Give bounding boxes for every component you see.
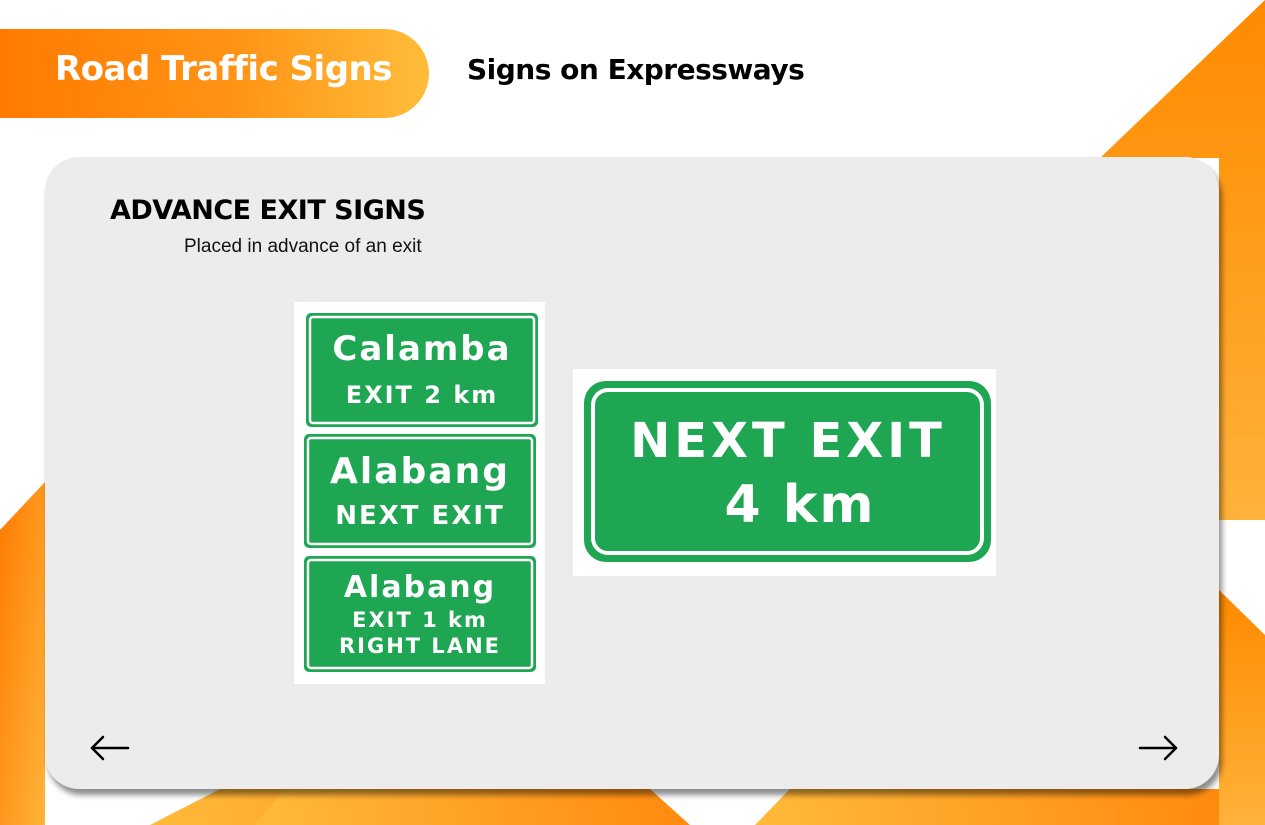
calamba-exit-sign: Calamba EXIT 2 km <box>306 313 538 427</box>
next-exit-sign-line2: 4 km <box>724 475 875 535</box>
alabang-right-sign-line1: Alabang <box>344 570 496 605</box>
alabang-next-sign-line1: Alabang <box>330 451 510 492</box>
alabang-next-sign-line2: NEXT EXIT <box>335 501 505 531</box>
alabang-right-sign-line2: EXIT 1 km <box>352 608 488 632</box>
next-exit-sign-line1: NEXT EXIT <box>630 413 946 469</box>
calamba-sign-line1: Calamba <box>332 329 511 369</box>
arrow-left-icon <box>90 735 130 761</box>
previous-button[interactable] <box>88 733 132 763</box>
next-exit-4km-sign: NEXT EXIT 4 km <box>584 381 991 562</box>
alabang-right-sign-line3: RIGHT LANE <box>339 634 501 658</box>
alabang-next-exit-sign: Alabang NEXT EXIT <box>304 434 536 548</box>
title-banner <box>0 29 429 118</box>
next-button[interactable] <box>1136 733 1180 763</box>
next-exit-sign-image: NEXT EXIT 4 km <box>573 369 996 576</box>
stacked-exit-signs-image: Calamba EXIT 2 km Alabang NEXT EXIT Alab… <box>294 302 545 684</box>
arrow-right-icon <box>1138 735 1178 761</box>
section-description: Placed in advance of an exit <box>184 236 422 257</box>
calamba-sign-line2: EXIT 2 km <box>346 381 499 409</box>
page-subtitle: Signs on Expressways <box>467 53 805 86</box>
section-heading: ADVANCE EXIT SIGNS <box>110 195 426 226</box>
alabang-right-lane-sign: Alabang EXIT 1 km RIGHT LANE <box>304 556 536 672</box>
page-title: Road Traffic Signs <box>55 49 392 89</box>
